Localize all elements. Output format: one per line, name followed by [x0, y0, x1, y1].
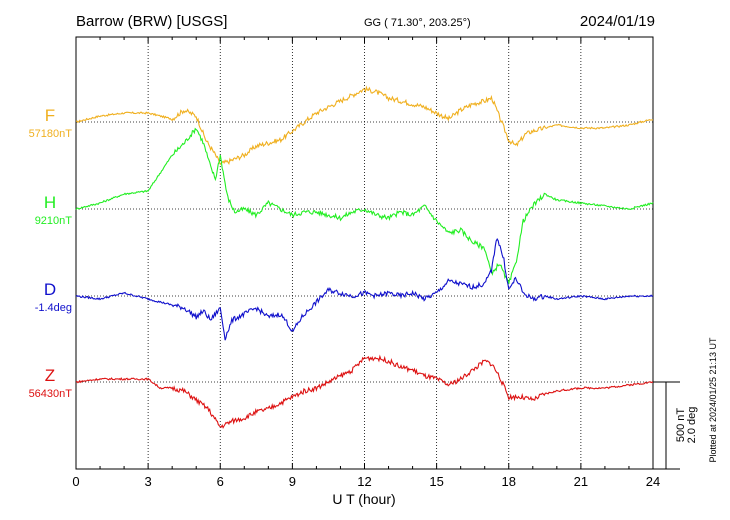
baseline-value-d: -1.4deg	[35, 302, 72, 314]
channel-label-z: Z	[45, 366, 55, 385]
x-axis-ticks: 0 3 6 9 12 15 18 21 24	[72, 37, 660, 489]
series-group: F 57180nT H 9210nT D -1.4deg Z 56430nT	[29, 85, 654, 429]
channel-label-h: H	[44, 193, 56, 212]
x-tick-label: 6	[217, 474, 224, 489]
x-tick-label: 18	[502, 474, 516, 489]
channel-label-d: D	[44, 280, 56, 299]
plotted-timestamp: Plotted at 2024/01/25 21:13 UT	[708, 337, 718, 463]
baseline-value-z: 56430nT	[29, 388, 73, 400]
channel-label-f: F	[45, 106, 55, 125]
series-line-z	[75, 354, 654, 429]
grid-lines	[76, 37, 653, 469]
scale-bar: 500 nT 2.0 deg	[653, 381, 698, 470]
x-tick-label: 21	[574, 474, 588, 489]
scale-deg-label: 2.0 deg	[686, 407, 698, 444]
date-label: 2024/01/19	[580, 13, 655, 30]
x-axis-label: U T (hour)	[332, 491, 395, 507]
x-tick-label: 0	[72, 474, 79, 489]
x-tick-label: 9	[289, 474, 296, 489]
x-tick-label: 24	[646, 474, 660, 489]
series-line-f	[75, 85, 654, 166]
scale-nt-label: 500 nT	[675, 408, 687, 443]
station-title: Barrow (BRW) [USGS]	[76, 13, 227, 30]
x-tick-label: 12	[357, 474, 371, 489]
x-tick-label: 15	[429, 474, 443, 489]
coordinates-label: GG ( 71.30°, 203.25°)	[364, 17, 471, 29]
series-line-h	[75, 127, 654, 285]
series-line-d	[75, 238, 654, 341]
x-tick-label: 3	[145, 474, 152, 489]
baseline-value-f: 57180nT	[29, 128, 73, 140]
baseline-value-h: 9210nT	[35, 215, 73, 227]
